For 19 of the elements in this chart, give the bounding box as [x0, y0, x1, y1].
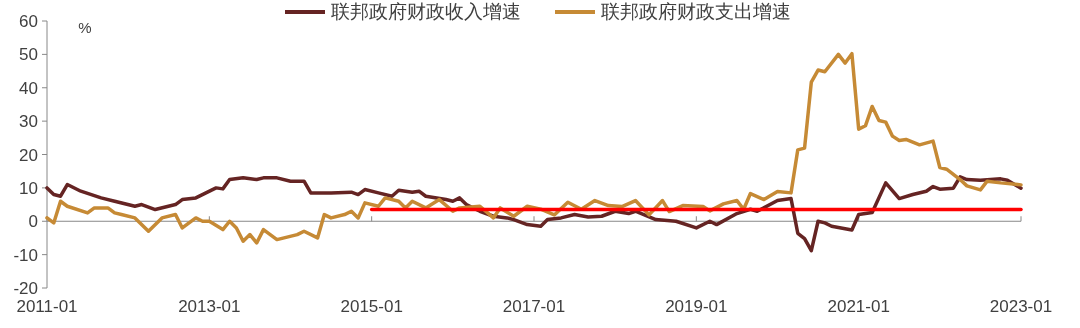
- y-tick-label: -20: [13, 279, 38, 298]
- x-tick-label: 2019-01: [665, 297, 728, 316]
- y-tick-label: 10: [19, 178, 38, 198]
- x-tick-label: 2015-01: [340, 297, 403, 316]
- y-tick-label: -10: [13, 245, 38, 265]
- y-axis-title: %: [78, 19, 92, 36]
- x-tick-label: 2013-01: [178, 297, 241, 316]
- x-tick-label: 2011-01: [16, 297, 78, 316]
- y-tick-label: 20: [19, 145, 38, 165]
- y-tick-label: 50: [19, 45, 38, 65]
- y-tick-label: 30: [19, 112, 38, 132]
- y-tick-label: 60: [19, 12, 38, 31]
- y-tick-label: 0: [28, 212, 38, 232]
- legend-label: 联邦政府财政支出增速: [601, 1, 791, 22]
- x-tick-label: 2017-01: [502, 297, 566, 316]
- x-tick-label: 2021-01: [827, 297, 890, 316]
- y-tick-label: 40: [19, 78, 38, 98]
- x-tick-label: 2023-01: [989, 297, 1053, 316]
- legend-label: 联邦政府财政收入增速: [331, 1, 521, 22]
